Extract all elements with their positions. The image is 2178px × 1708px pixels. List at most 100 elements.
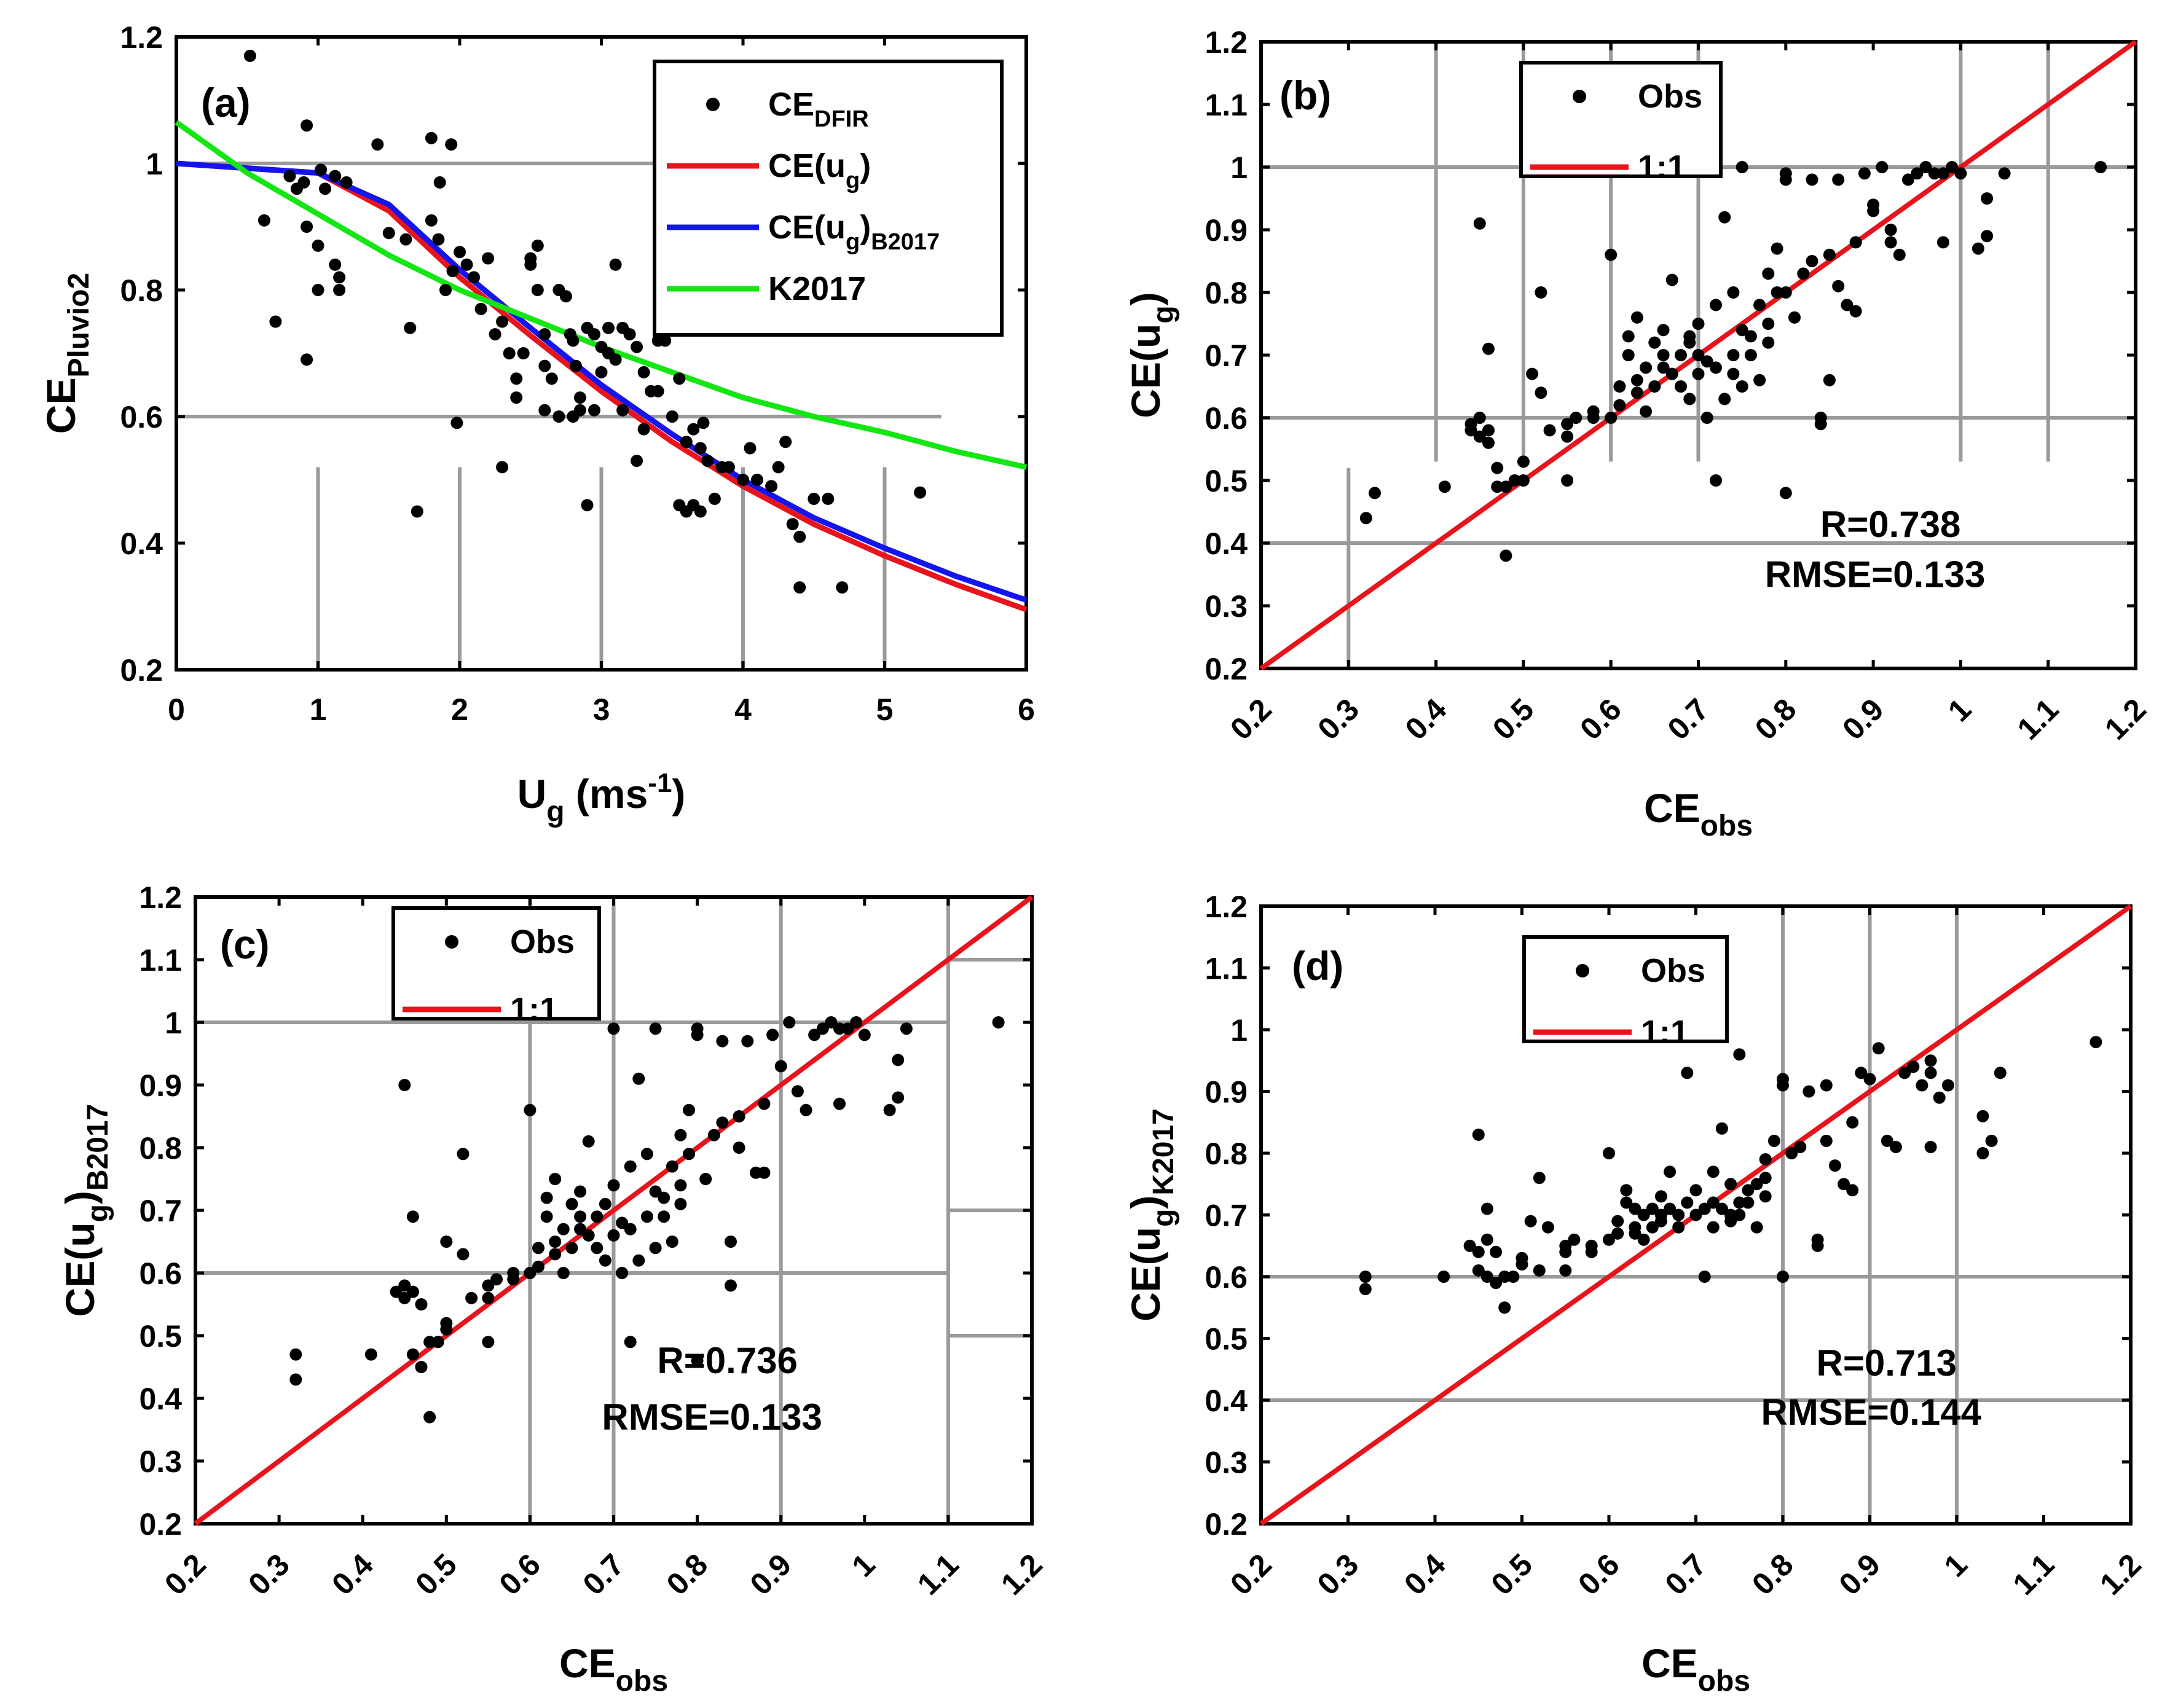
data-point: [1976, 1110, 1989, 1122]
legend-entry-tail: ): [860, 209, 871, 246]
data-point: [1736, 324, 1748, 337]
data-point: [1561, 430, 1574, 443]
data-point: [439, 284, 452, 296]
data-point: [683, 1148, 695, 1161]
y-axis-label-sub: g: [1147, 305, 1180, 323]
data-point: [565, 1242, 578, 1255]
legend-entry: K2017: [768, 270, 866, 307]
x-tick-label: 0.7: [1661, 692, 1716, 746]
data-point: [1736, 380, 1748, 393]
data-point: [858, 1028, 871, 1041]
x-tick-label: 0.4: [325, 1547, 380, 1602]
data-point: [1675, 349, 1687, 361]
data-point: [632, 1254, 645, 1267]
data-point: [1603, 1233, 1615, 1246]
data-point: [694, 505, 707, 518]
data-points: [1359, 161, 2107, 562]
data-point: [649, 1185, 662, 1198]
data-point: [574, 1210, 587, 1223]
x-axis-label-sup: -1: [648, 768, 672, 798]
data-point: [411, 505, 423, 518]
data-point: [624, 1160, 637, 1173]
data-point: [1823, 374, 1836, 386]
stat-r: R=0.738: [1820, 504, 1961, 545]
data-point: [1924, 1067, 1937, 1079]
data-point: [640, 1148, 653, 1161]
data-point: [1561, 418, 1574, 431]
data-point: [1762, 336, 1775, 349]
data-point: [1727, 349, 1740, 361]
data-point: [607, 1229, 620, 1242]
data-point: [1924, 1054, 1937, 1067]
data-point: [992, 1016, 1005, 1028]
data-point: [1698, 1202, 1711, 1215]
data-point: [1472, 1245, 1485, 1258]
data-point: [1724, 1215, 1737, 1228]
data-point: [445, 138, 458, 151]
data-point: [503, 347, 516, 359]
data-point: [1881, 1134, 1893, 1147]
data-point: [1482, 342, 1495, 355]
data-point: [1907, 1060, 1920, 1073]
data-point: [737, 474, 749, 486]
data-point: [1672, 1209, 1685, 1221]
data-point: [1500, 480, 1512, 493]
legend-entry-sub: g: [846, 168, 860, 194]
x-tick-label: 1.1: [2007, 1547, 2061, 1602]
y-tick-label: 1.1: [1205, 952, 1248, 986]
data-point: [1473, 412, 1486, 424]
data-point: [524, 1267, 537, 1279]
data-point: [482, 252, 495, 265]
data-point: [398, 1279, 411, 1292]
data-point: [697, 417, 710, 429]
stat-rmse: RMSE=0.144: [1761, 1392, 1981, 1433]
data-point: [1849, 305, 1862, 318]
x-tick-label: 1.1: [911, 1547, 965, 1602]
y-tick-label: 0.6: [1205, 401, 1248, 436]
data-point: [892, 1091, 905, 1104]
data-point: [658, 1210, 670, 1223]
data-point: [631, 340, 643, 353]
data-point: [1759, 1172, 1772, 1185]
y-axis-label-main: CE(u: [1123, 324, 1168, 418]
panel-b: 0.2 0.3 0.4 0.5 0.6 0.7 0.8 0.9 1 1.1 1.2 0.2 0.3 0.4…: [1123, 25, 2153, 842]
data-point: [1369, 487, 1381, 499]
data-point: [406, 1210, 419, 1223]
data-point: [1500, 549, 1512, 562]
y-tick-label: 1.1: [139, 943, 182, 977]
data-point: [538, 404, 551, 417]
x-tick-label: 0: [168, 692, 185, 727]
data-point: [822, 492, 835, 505]
data-point: [1507, 1271, 1520, 1283]
data-point: [1744, 330, 1757, 343]
data-point: [1707, 1165, 1720, 1178]
data-point: [1524, 1215, 1537, 1228]
data-point: [588, 328, 600, 341]
data-point: [1707, 1221, 1720, 1234]
stat-r: R=0.736: [657, 1340, 798, 1381]
data-point: [1657, 349, 1670, 361]
data-point: [531, 239, 544, 252]
data-point: [640, 1210, 653, 1223]
x-tick-label: 0.2: [1224, 1547, 1278, 1602]
y-axis-label-main: CE(u: [1123, 1227, 1168, 1322]
data-point: [432, 233, 445, 246]
legend-entry-text: CE(u: [768, 209, 846, 246]
data-point: [423, 1411, 436, 1424]
x-tick-label: 0.6: [492, 1547, 547, 1602]
data-point: [258, 214, 270, 227]
stat-r: R=0.713: [1816, 1342, 1957, 1384]
data-point: [1620, 1196, 1633, 1209]
data-point: [1858, 167, 1871, 180]
data-point: [1928, 167, 1941, 180]
data-point: [1692, 318, 1705, 330]
data-point: [531, 284, 544, 296]
data-point: [1570, 412, 1582, 424]
data-point: [269, 315, 282, 328]
data-point: [1872, 1042, 1885, 1055]
data-point: [1517, 474, 1530, 487]
data-point: [1613, 380, 1626, 393]
data-point: [582, 1229, 595, 1242]
data-point: [540, 1210, 553, 1223]
